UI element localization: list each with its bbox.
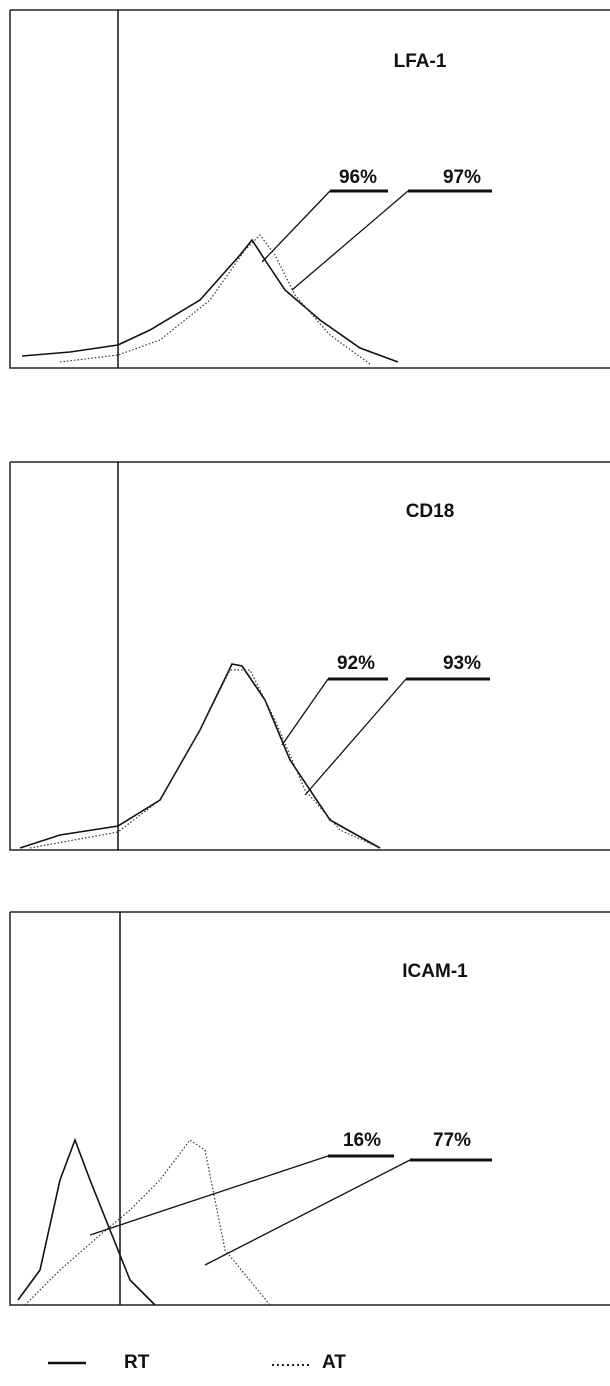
percent-label: 77% — [433, 1130, 471, 1151]
leader-line — [304, 678, 407, 796]
leader-line — [281, 678, 329, 746]
panel: LFA-1 96% 97% — [9, 9, 610, 369]
at-curve — [59, 234, 371, 365]
leader-line — [261, 190, 331, 263]
rt-curve — [17, 1137, 156, 1306]
rt-curve — [19, 663, 381, 849]
percent-label: 93% — [443, 653, 481, 674]
legend: RT AT — [48, 1352, 346, 1373]
at-curve — [24, 1139, 271, 1306]
percent-label: 97% — [443, 167, 481, 188]
leader-line — [204, 1159, 411, 1266]
panel-title: LFA-1 — [394, 51, 447, 72]
panel: CD18 92% 93% — [9, 461, 610, 851]
leader-line — [89, 1155, 329, 1236]
frame — [9, 461, 610, 851]
rt-curve — [21, 238, 399, 363]
at-curve — [29, 669, 381, 849]
panel-title: CD18 — [406, 501, 455, 522]
leader-line — [291, 190, 409, 291]
panel-title: ICAM-1 — [402, 961, 468, 982]
panel: ICAM-1 16% 77% — [9, 911, 610, 1306]
frame — [9, 911, 610, 1306]
legend-label: RT — [124, 1352, 150, 1373]
frame — [9, 9, 610, 369]
legend-label: AT — [322, 1352, 346, 1373]
percent-label: 92% — [337, 653, 375, 674]
percent-label: 16% — [343, 1130, 381, 1151]
percent-label: 96% — [339, 167, 377, 188]
